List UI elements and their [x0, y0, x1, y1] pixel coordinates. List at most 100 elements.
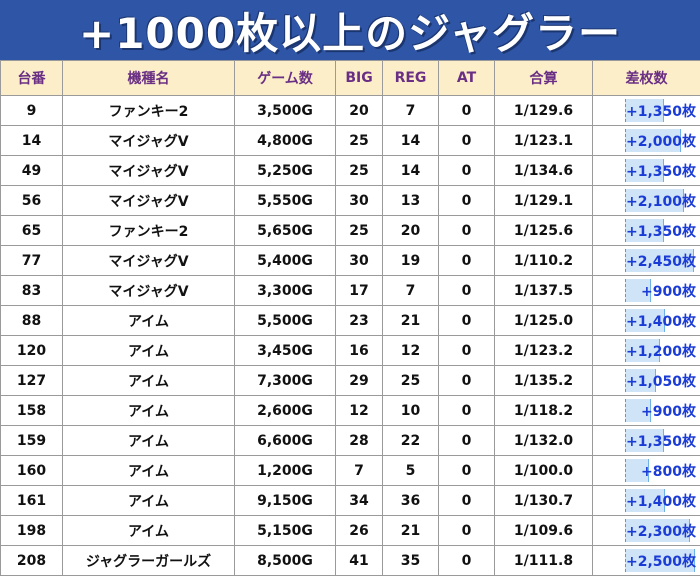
table-row: 49 マイジャグV 5,250G 25 14 0 1/134.6 +1,350枚 [0, 155, 700, 186]
table-row: 198 アイム 5,150G 26 21 0 1/109.6 +2,300枚 [0, 515, 700, 546]
diff-value: +2,000枚 [625, 133, 696, 150]
machine-no-cell: 208 [0, 545, 63, 576]
games-cell: 5,400G [234, 245, 336, 276]
diff-value: +1,350枚 [625, 433, 696, 450]
reg-cell: 10 [382, 395, 439, 426]
machine-name-cell: アイム [62, 395, 235, 426]
reg-cell: 12 [382, 335, 439, 366]
machine-name-cell: マイジャグV [62, 275, 235, 306]
machine-name-cell: アイム [62, 365, 235, 396]
table-row: 120 アイム 3,450G 16 12 0 1/123.2 +1,200枚 [0, 335, 700, 366]
big-cell: 30 [335, 245, 383, 276]
machine-name-cell: ファンキー2 [62, 215, 235, 246]
column-header-combined: 合算 [494, 60, 593, 96]
machine-name-cell: ジャグラーガールズ [62, 545, 235, 576]
table-row: 77 マイジャグV 5,400G 30 19 0 1/110.2 +2,450枚 [0, 245, 700, 276]
games-cell: 7,300G [234, 365, 336, 396]
at-cell: 0 [438, 95, 495, 126]
machine-no-cell: 77 [0, 245, 63, 276]
column-header-big: BIG [335, 60, 383, 96]
machine-no-cell: 83 [0, 275, 63, 306]
machine-name-cell: マイジャグV [62, 185, 235, 216]
column-header-machine-name: 機種名 [62, 60, 235, 96]
machine-no-cell: 158 [0, 395, 63, 426]
diff-data-bar [625, 159, 664, 182]
big-cell: 20 [335, 95, 383, 126]
big-cell: 16 [335, 335, 383, 366]
games-cell: 5,650G [234, 215, 336, 246]
big-cell: 25 [335, 155, 383, 186]
combined-cell: 1/130.7 [494, 485, 593, 516]
diff-data-bar [625, 429, 664, 452]
reg-cell: 5 [382, 455, 439, 486]
at-cell: 0 [438, 275, 495, 306]
machine-name-cell: アイム [62, 305, 235, 336]
page-title: +1000枚以上のジャグラー [79, 8, 621, 58]
diff-cell: +1,200枚 [592, 335, 700, 366]
big-cell: 34 [335, 485, 383, 516]
reg-cell: 14 [382, 155, 439, 186]
games-cell: 4,800G [234, 125, 336, 156]
at-cell: 0 [438, 335, 495, 366]
games-cell: 2,600G [234, 395, 336, 426]
column-header-diff: 差枚数 [592, 60, 700, 96]
diff-data-bar [625, 219, 664, 242]
diff-data-bar [625, 369, 656, 392]
diff-data-bar [625, 249, 694, 272]
machine-no-cell: 56 [0, 185, 63, 216]
games-cell: 5,500G [234, 305, 336, 336]
reg-cell: 13 [382, 185, 439, 216]
games-cell: 3,450G [234, 335, 336, 366]
games-cell: 1,200G [234, 455, 336, 486]
diff-data-bar [625, 189, 684, 212]
machine-no-cell: 159 [0, 425, 63, 456]
big-cell: 29 [335, 365, 383, 396]
big-cell: 17 [335, 275, 383, 306]
table-row: 158 アイム 2,600G 12 10 0 1/118.2 +900枚 [0, 395, 700, 426]
diff-cell: +2,300枚 [592, 515, 700, 546]
games-cell: 5,150G [234, 515, 336, 546]
column-header-at: AT [438, 60, 495, 96]
machine-name-cell: マイジャグV [62, 155, 235, 186]
combined-cell: 1/110.2 [494, 245, 593, 276]
at-cell: 0 [438, 365, 495, 396]
combined-cell: 1/125.0 [494, 305, 593, 336]
big-cell: 23 [335, 305, 383, 336]
diff-value: +800枚 [641, 463, 696, 480]
big-cell: 26 [335, 515, 383, 546]
diff-value: +1,350枚 [625, 163, 696, 180]
diff-value: +2,500枚 [625, 553, 696, 570]
machine-name-cell: ファンキー2 [62, 95, 235, 126]
table-row: 160 アイム 1,200G 7 5 0 1/100.0 +800枚 [0, 455, 700, 486]
at-cell: 0 [438, 485, 495, 516]
diff-value: +2,450枚 [625, 253, 696, 270]
big-cell: 30 [335, 185, 383, 216]
table-row: 14 マイジャグV 4,800G 25 14 0 1/123.1 +2,000枚 [0, 125, 700, 156]
machine-no-cell: 161 [0, 485, 63, 516]
diff-value: +2,300枚 [625, 523, 696, 540]
machine-name-cell: マイジャグV [62, 245, 235, 276]
diff-cell: +2,500枚 [592, 545, 700, 576]
diff-value: +2,100枚 [625, 193, 696, 210]
diff-cell: +1,350枚 [592, 425, 700, 456]
reg-cell: 36 [382, 485, 439, 516]
reg-cell: 19 [382, 245, 439, 276]
at-cell: 0 [438, 245, 495, 276]
diff-cell: +900枚 [592, 395, 700, 426]
combined-cell: 1/129.1 [494, 185, 593, 216]
diff-value: +900枚 [641, 403, 696, 420]
combined-cell: 1/129.6 [494, 95, 593, 126]
at-cell: 0 [438, 125, 495, 156]
machine-no-cell: 65 [0, 215, 63, 246]
table-row: 56 マイジャグV 5,550G 30 13 0 1/129.1 +2,100枚 [0, 185, 700, 216]
reg-cell: 14 [382, 125, 439, 156]
reg-cell: 22 [382, 425, 439, 456]
machine-no-cell: 9 [0, 95, 63, 126]
reg-cell: 21 [382, 305, 439, 336]
diff-value: +1,350枚 [625, 223, 696, 240]
at-cell: 0 [438, 185, 495, 216]
diff-value: +900枚 [641, 283, 696, 300]
machine-no-cell: 160 [0, 455, 63, 486]
reg-cell: 21 [382, 515, 439, 546]
combined-cell: 1/123.2 [494, 335, 593, 366]
